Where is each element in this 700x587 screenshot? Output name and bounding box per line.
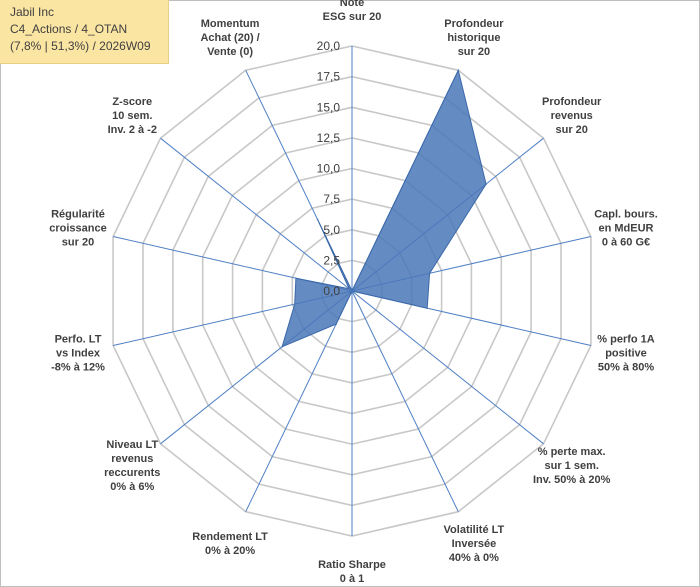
axis-label-3: Profondeur revenus sur 20 xyxy=(542,96,602,136)
axis-label-13: Z-score 10 sem. Inv. 2 à -2 xyxy=(108,96,157,136)
axis-label-line: sur 20 xyxy=(62,237,94,249)
axis-label-line: Niveau LT xyxy=(106,439,158,451)
data-point-4 xyxy=(428,272,431,275)
tick-label: 10,0 xyxy=(317,162,341,176)
axis-label-line: sur 20 xyxy=(458,46,490,58)
axis-label-line: Momentum xyxy=(201,18,260,30)
axis-label-line: % perte max. xyxy=(538,446,606,458)
axis-label-line: Achat (20) / xyxy=(200,32,259,44)
data-point-9 xyxy=(335,323,337,325)
axis-label-line: Rendement LT xyxy=(192,531,268,543)
axis-label-8: Ratio Sharpe 0 à 1 xyxy=(318,559,386,585)
axis-label-2: Profondeur historique sur 20 xyxy=(444,18,504,58)
radar-tick-labels: 0,0 2,5 5,0 7,5 10,0 12,5 15,0 17,5 20,0 xyxy=(317,39,341,298)
axis-label-line: Inv. 2 à -2 xyxy=(108,124,157,136)
radar-axis-labels: Note ESG sur 20 Profondeur historique sur 20… xyxy=(49,0,658,585)
axis-label-line: sur 20 xyxy=(555,124,587,136)
data-point-14 xyxy=(316,218,319,221)
axis-label-line: en MdEUR xyxy=(599,223,654,235)
axis-label-line: Perfo. LT xyxy=(55,334,102,346)
tick-label: 20,0 xyxy=(317,39,341,53)
axis-label-line: revenus xyxy=(111,453,153,465)
data-point-13 xyxy=(348,287,350,290)
spoke-9 xyxy=(245,290,353,512)
axis-label-line: positive xyxy=(605,348,647,360)
axis-label-1: Note ESG sur 20 xyxy=(323,0,382,23)
axis-label-line: 0 à 1 xyxy=(340,573,364,585)
axis-label-5: % perfo 1A positive 50% à 80% xyxy=(597,334,655,374)
axis-label-line: Inversée xyxy=(452,538,497,550)
axis-label-4: Capl. bours. en MdEUR 0 à 60 G€ xyxy=(594,209,658,249)
data-point-10 xyxy=(281,346,283,348)
spoke-13 xyxy=(160,137,353,292)
axis-label-line: 0 à 60 G€ xyxy=(602,237,650,249)
axis-label-14: Momentum Achat (20) / Vente (0) xyxy=(200,18,259,58)
company-name: Jabil Inc xyxy=(10,5,55,19)
axis-label-7: Volatilité LT Inversée 40% à 0% xyxy=(444,524,505,564)
tick-label: 17,5 xyxy=(317,70,341,84)
portfolio-path: C4_Actions / 4_OTAN xyxy=(10,22,128,36)
data-point-2 xyxy=(457,69,460,72)
axis-label-line: vs Index xyxy=(56,348,101,360)
tick-label: 0,0 xyxy=(323,284,340,298)
axis-label-line: % perfo 1A xyxy=(597,334,655,346)
axis-label-line: -8% à 12% xyxy=(51,362,105,374)
axis-label-line: 0% à 6% xyxy=(110,481,154,493)
data-point-3 xyxy=(485,183,487,185)
tick-label: 7,5 xyxy=(323,192,340,206)
axis-label-line: Profondeur xyxy=(542,96,602,108)
data-point-8 xyxy=(351,290,353,292)
axis-label-line: reccurents xyxy=(104,467,160,479)
axis-label-line: 0% à 20% xyxy=(205,545,255,557)
axis-label-line: croissance xyxy=(49,223,106,235)
axis-label-10: Niveau LT revenus reccurents 0% à 6% xyxy=(104,439,160,493)
performance-summary: (7,8% | 51,3%) / 2026W09 xyxy=(10,39,151,53)
axis-label-line: ESG sur 20 xyxy=(323,11,382,23)
axis-label-line: Capl. bours. xyxy=(594,209,658,221)
axis-label-12: Régularité croissance sur 20 xyxy=(49,209,106,249)
tick-label: 5,0 xyxy=(323,223,340,237)
data-point-5 xyxy=(426,307,429,310)
axis-label-line: Vente (0) xyxy=(207,46,253,58)
axis-label-line: 10 sem. xyxy=(112,110,152,122)
axis-label-line: Note xyxy=(340,0,364,9)
axis-label-line: Z-score xyxy=(112,96,152,108)
axis-label-line: sur 1 sem. xyxy=(544,460,598,472)
axis-label-line: revenus xyxy=(551,110,593,122)
axis-label-6: % perte max. sur 1 sem. Inv. 50% à 20% xyxy=(533,446,611,486)
axis-label-line: 50% à 80% xyxy=(598,362,654,374)
axis-label-line: Volatilité LT xyxy=(444,524,505,536)
data-point-12 xyxy=(295,277,297,280)
tick-label: 15,0 xyxy=(317,100,341,114)
axis-label-9: Rendement LT 0% à 20% xyxy=(192,531,268,557)
axis-label-line: Profondeur xyxy=(444,18,504,30)
info-box: Jabil Inc C4_Actions / 4_OTAN (7,8% | 51… xyxy=(0,0,169,64)
axis-label-11: Perfo. LT vs Index -8% à 12% xyxy=(51,334,105,374)
axis-label-line: historique xyxy=(447,32,500,44)
axis-label-line: Ratio Sharpe xyxy=(318,559,386,571)
spoke-6 xyxy=(351,290,544,445)
tick-label: 2,5 xyxy=(323,253,340,267)
tick-label: 12,5 xyxy=(317,131,341,145)
axis-label-line: Régularité xyxy=(51,209,105,221)
spoke-7 xyxy=(351,290,459,512)
axis-label-line: 40% à 0% xyxy=(449,552,499,564)
radar-series xyxy=(281,68,487,348)
data-point-11 xyxy=(293,303,296,305)
axis-label-line: Inv. 50% à 20% xyxy=(533,474,611,486)
